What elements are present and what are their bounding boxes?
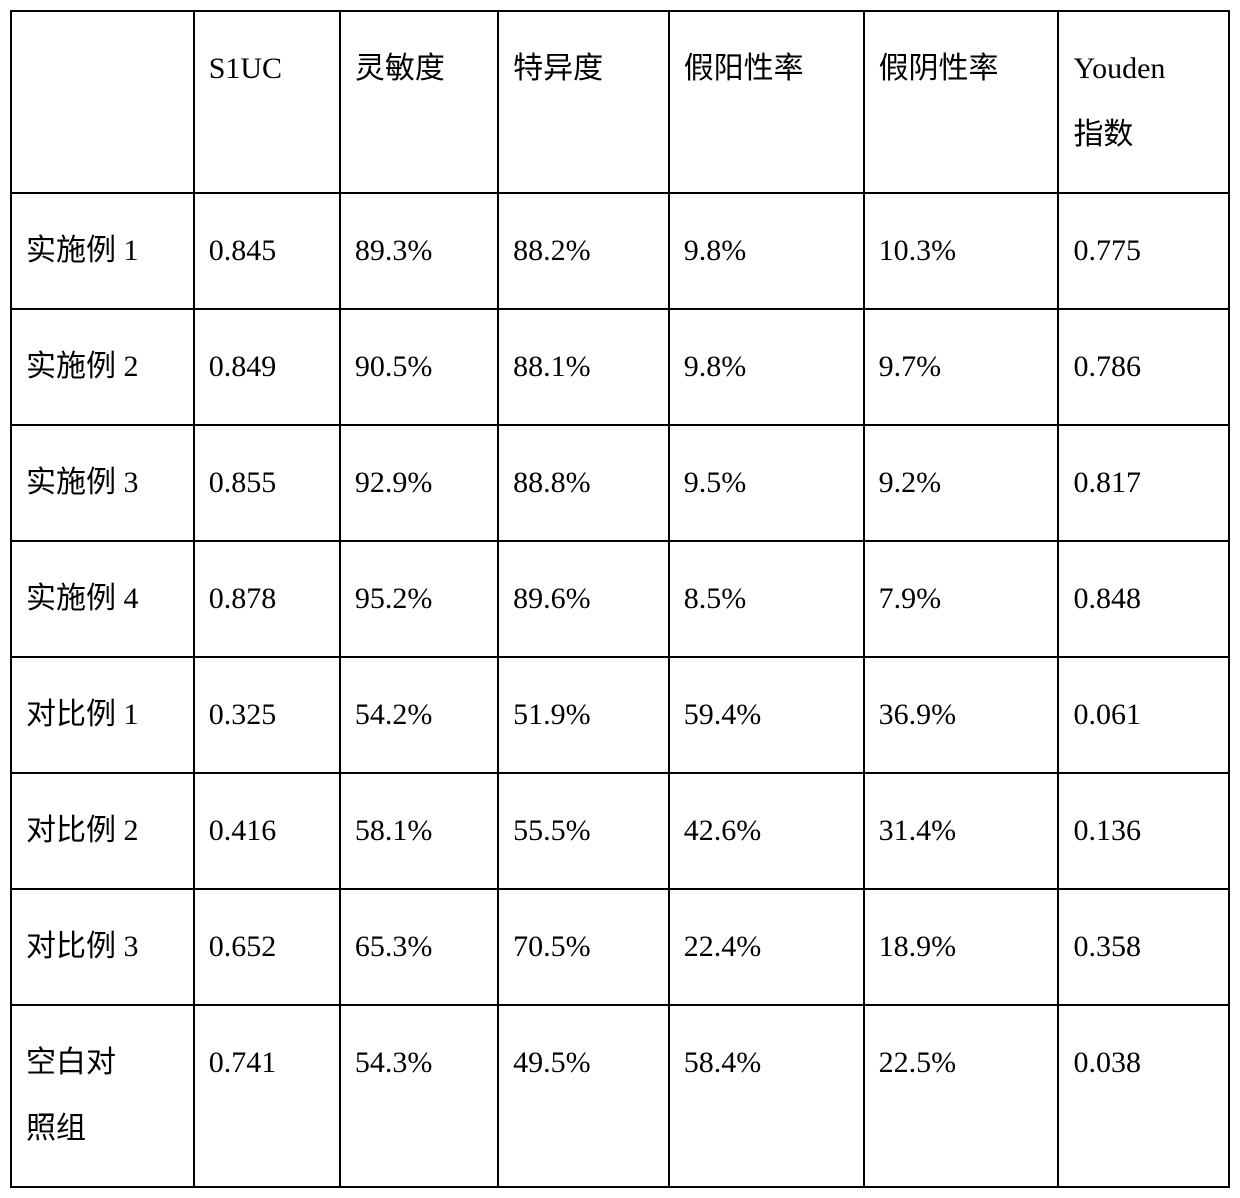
table-cell: 58.1% bbox=[340, 773, 498, 889]
table-cell: 88.8% bbox=[498, 425, 669, 541]
table-cell: 0.817 bbox=[1058, 425, 1229, 541]
table-cell: 0.325 bbox=[194, 657, 340, 773]
table-cell: 88.1% bbox=[498, 309, 669, 425]
table-cell: 实施例 2 bbox=[11, 309, 194, 425]
data-table: S1UC 灵敏度 特异度 假阳性率 假阴性率 Youden指数 实施例 10.8… bbox=[10, 10, 1230, 1188]
table-cell: 55.5% bbox=[498, 773, 669, 889]
table-cell: 0.855 bbox=[194, 425, 340, 541]
table-cell: 58.4% bbox=[669, 1005, 864, 1187]
table-cell: 0.878 bbox=[194, 541, 340, 657]
table-cell: 对比例 1 bbox=[11, 657, 194, 773]
table-cell: 54.2% bbox=[340, 657, 498, 773]
table-cell: 92.9% bbox=[340, 425, 498, 541]
table-cell: 7.9% bbox=[864, 541, 1059, 657]
table-cell: 对比例 2 bbox=[11, 773, 194, 889]
header-cell-1: S1UC bbox=[194, 11, 340, 193]
header-cell-5: 假阴性率 bbox=[864, 11, 1059, 193]
table-cell: 0.848 bbox=[1058, 541, 1229, 657]
header-cell-6: Youden指数 bbox=[1058, 11, 1229, 193]
table-cell: 70.5% bbox=[498, 889, 669, 1005]
table-cell: 0.786 bbox=[1058, 309, 1229, 425]
table-cell: 42.6% bbox=[669, 773, 864, 889]
table-cell: 36.9% bbox=[864, 657, 1059, 773]
table-cell: 0.136 bbox=[1058, 773, 1229, 889]
table-cell: 0.845 bbox=[194, 193, 340, 309]
table-row: 实施例 40.87895.2%89.6%8.5%7.9%0.848 bbox=[11, 541, 1229, 657]
table-cell: 0.652 bbox=[194, 889, 340, 1005]
table-cell: 9.2% bbox=[864, 425, 1059, 541]
table-cell: 10.3% bbox=[864, 193, 1059, 309]
header-cell-0 bbox=[11, 11, 194, 193]
table-cell: 95.2% bbox=[340, 541, 498, 657]
table-row: 对比例 30.65265.3%70.5%22.4%18.9%0.358 bbox=[11, 889, 1229, 1005]
table-cell: 89.3% bbox=[340, 193, 498, 309]
table-cell: 9.7% bbox=[864, 309, 1059, 425]
table-cell: 实施例 1 bbox=[11, 193, 194, 309]
table-row: 实施例 10.84589.3%88.2%9.8%10.3%0.775 bbox=[11, 193, 1229, 309]
table-cell: 89.6% bbox=[498, 541, 669, 657]
header-cell-3: 特异度 bbox=[498, 11, 669, 193]
table-row: 实施例 30.85592.9%88.8%9.5%9.2%0.817 bbox=[11, 425, 1229, 541]
table-cell: 22.4% bbox=[669, 889, 864, 1005]
table-cell: 0.416 bbox=[194, 773, 340, 889]
table-cell: 0.741 bbox=[194, 1005, 340, 1187]
table-cell: 9.5% bbox=[669, 425, 864, 541]
table-cell: 空白对照组 bbox=[11, 1005, 194, 1187]
table-cell: 8.5% bbox=[669, 541, 864, 657]
header-cell-4: 假阳性率 bbox=[669, 11, 864, 193]
table-row: 空白对照组0.74154.3%49.5%58.4%22.5%0.038 bbox=[11, 1005, 1229, 1187]
table-cell: 9.8% bbox=[669, 309, 864, 425]
table-cell: 22.5% bbox=[864, 1005, 1059, 1187]
table-row: 实施例 20.84990.5%88.1%9.8%9.7%0.786 bbox=[11, 309, 1229, 425]
table-cell: 0.775 bbox=[1058, 193, 1229, 309]
table-cell: 51.9% bbox=[498, 657, 669, 773]
header-cell-2: 灵敏度 bbox=[340, 11, 498, 193]
table-cell: 实施例 3 bbox=[11, 425, 194, 541]
table-body: 实施例 10.84589.3%88.2%9.8%10.3%0.775实施例 20… bbox=[11, 193, 1229, 1187]
table-cell: 88.2% bbox=[498, 193, 669, 309]
table-cell: 0.038 bbox=[1058, 1005, 1229, 1187]
table-cell: 31.4% bbox=[864, 773, 1059, 889]
table-row: 对比例 10.32554.2%51.9%59.4%36.9%0.061 bbox=[11, 657, 1229, 773]
table-cell: 对比例 3 bbox=[11, 889, 194, 1005]
table-cell: 54.3% bbox=[340, 1005, 498, 1187]
table-cell: 9.8% bbox=[669, 193, 864, 309]
table-cell: 0.358 bbox=[1058, 889, 1229, 1005]
table-cell: 90.5% bbox=[340, 309, 498, 425]
table-cell: 实施例 4 bbox=[11, 541, 194, 657]
table-cell: 65.3% bbox=[340, 889, 498, 1005]
table-cell: 0.061 bbox=[1058, 657, 1229, 773]
table-cell: 59.4% bbox=[669, 657, 864, 773]
table-cell: 49.5% bbox=[498, 1005, 669, 1187]
table-cell: 0.849 bbox=[194, 309, 340, 425]
table-cell: 18.9% bbox=[864, 889, 1059, 1005]
table-header-row: S1UC 灵敏度 特异度 假阳性率 假阴性率 Youden指数 bbox=[11, 11, 1229, 193]
table-row: 对比例 20.41658.1%55.5%42.6%31.4%0.136 bbox=[11, 773, 1229, 889]
